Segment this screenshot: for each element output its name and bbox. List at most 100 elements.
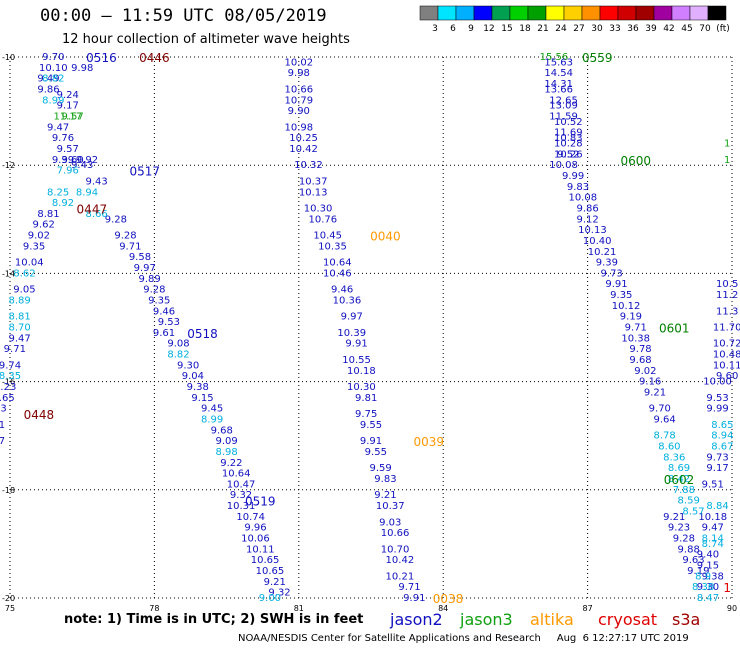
- wave-height-label: 10.18: [347, 366, 376, 377]
- wave-height-label: 13.66: [544, 84, 573, 95]
- wave-height-label: 10.30: [304, 203, 333, 214]
- wave-height-label: 9.73: [601, 268, 623, 279]
- colorbar-swatch: [527, 5, 547, 21]
- colorbar-label: 12: [483, 24, 494, 34]
- wave-height-label: 8.82: [42, 74, 64, 85]
- wave-height-label: 9.51: [702, 479, 724, 490]
- wave-height-label: 13.09: [549, 101, 578, 112]
- wave-height-label: 9.60: [716, 371, 738, 382]
- wave-height-label: 9.35: [610, 290, 632, 301]
- pass-number-label: 0519: [245, 495, 276, 509]
- wave-height-label: 10.06: [241, 533, 270, 544]
- wave-height-label: 8.47: [697, 593, 719, 604]
- wave-height-label: 10.08: [568, 193, 597, 204]
- wave-height-label: 9.61: [153, 328, 175, 339]
- wave-height-label: 8.94: [76, 187, 98, 198]
- legend-jason3: jason3: [459, 610, 513, 629]
- wave-height-label: 8.99: [42, 95, 64, 106]
- wave-height-label: 8.25: [47, 187, 69, 198]
- colorbar-label: 45: [681, 24, 692, 34]
- y-tick-label: -12: [2, 161, 15, 170]
- wave-height-label: 8.66: [86, 209, 108, 220]
- wave-height-label: 15.63: [544, 57, 573, 68]
- wave-height-label: 9.71: [398, 582, 420, 593]
- y-tick-label: -10: [2, 53, 15, 62]
- wave-height-label: 9.28: [114, 231, 136, 242]
- wave-height-label: 9.32: [230, 490, 252, 501]
- wave-height-label: 10.65: [251, 555, 280, 566]
- colorbar-label: 33: [609, 24, 620, 34]
- colorbar-swatch: [581, 5, 601, 21]
- wave-height-label: 9.19: [687, 566, 709, 577]
- pass-number-label: 0516: [86, 51, 117, 65]
- wave-height-label: 9.70: [42, 52, 64, 63]
- wave-height-label: 11.69: [554, 128, 583, 139]
- wave-height-label: 10.83: [554, 133, 583, 144]
- wave-height-label: 8.92: [52, 198, 74, 209]
- pass-number-label: 0038: [433, 592, 464, 606]
- pass-number-label: 0040: [370, 230, 401, 244]
- wave-height-label: 9.99: [706, 404, 728, 415]
- wave-height-label: 10.11: [713, 360, 740, 371]
- colorbar-label: 3: [432, 24, 438, 34]
- wave-height-label: 9.88: [678, 544, 700, 555]
- wave-height-label: 9.24: [57, 90, 79, 101]
- wave-height-label: 10.98: [284, 122, 313, 133]
- wave-height-label: 10.45: [313, 231, 342, 242]
- wave-height-label: 11.17: [53, 112, 82, 123]
- wave-height-label: 9.02: [634, 366, 656, 377]
- colorbar-swatch: [563, 5, 583, 21]
- colorbar-swatch: [545, 5, 565, 21]
- wave-height-label: 8.42: [668, 474, 690, 485]
- wave-height-label: 9.23: [668, 523, 690, 534]
- wave-height-label: 10.37: [376, 501, 405, 512]
- y-tick-label: -20: [2, 594, 15, 603]
- wave-height-label: 9.19: [620, 312, 642, 323]
- wave-height-label: 9.30: [697, 582, 719, 593]
- wave-height-label: 10.48: [713, 350, 740, 361]
- wave-height-label: 8.59: [678, 496, 700, 507]
- wave-height-label: 9.58: [129, 252, 151, 263]
- wave-height-label: 10.28: [554, 139, 583, 150]
- wave-height-label: 10.13: [578, 225, 607, 236]
- wave-height-label: 9.92: [76, 155, 98, 166]
- wave-height-label: 9.83: [567, 182, 589, 193]
- wave-height-label: 10.31: [0, 420, 5, 431]
- colorbar-label: 9: [468, 24, 474, 34]
- wave-height-label: 9.28: [143, 285, 165, 296]
- wave-height-label: 9.03: [379, 517, 401, 528]
- colorbar-label: 70: [699, 24, 711, 34]
- wave-height-label: 14.31: [544, 79, 573, 90]
- wave-height-label: 9.63: [682, 555, 704, 566]
- wave-height-label: 9.55: [365, 447, 387, 458]
- colorbar-swatch: [653, 5, 673, 21]
- wave-height-label: 9.02: [28, 231, 50, 242]
- wave-height-label: 9.52: [557, 149, 579, 160]
- wave-height-label: 8.99: [201, 414, 223, 425]
- wave-height-label: 11.3: [716, 306, 738, 317]
- wave-height-label: 10.74: [236, 512, 265, 523]
- pass-number-label: 0601: [659, 322, 690, 336]
- pass-number-label: 0600: [620, 154, 651, 168]
- wave-height-label: 1: [724, 139, 730, 150]
- colorbar-label: 36: [627, 24, 639, 34]
- wave-height-label: 8.69: [668, 463, 690, 474]
- pass-number-label: 0446: [139, 51, 170, 65]
- wave-height-label: 9.53: [706, 393, 728, 404]
- wave-height-label: 9.08: [167, 339, 189, 350]
- wave-height-label: 9.55: [360, 420, 382, 431]
- wave-height-label: 9.98: [288, 68, 310, 79]
- wave-height-label: 10.30: [347, 382, 376, 393]
- wave-height-label: 9.04: [182, 371, 204, 382]
- wave-height-label: 9.62: [33, 220, 55, 231]
- wave-height-label: 8.84: [706, 501, 728, 512]
- wave-height-label: 10.42: [289, 144, 318, 155]
- pass-number-label: 0447: [77, 202, 108, 216]
- wave-height-label: 9.68: [629, 355, 651, 366]
- colorbar-label: (ft): [716, 24, 730, 34]
- wave-height-label: 9.22: [220, 458, 242, 469]
- wave-height-label: 9.71: [119, 241, 141, 252]
- y-tick-label: -16: [2, 378, 15, 387]
- wave-height-label: 7.96: [57, 166, 79, 177]
- wave-height-label: 8.89: [8, 295, 30, 306]
